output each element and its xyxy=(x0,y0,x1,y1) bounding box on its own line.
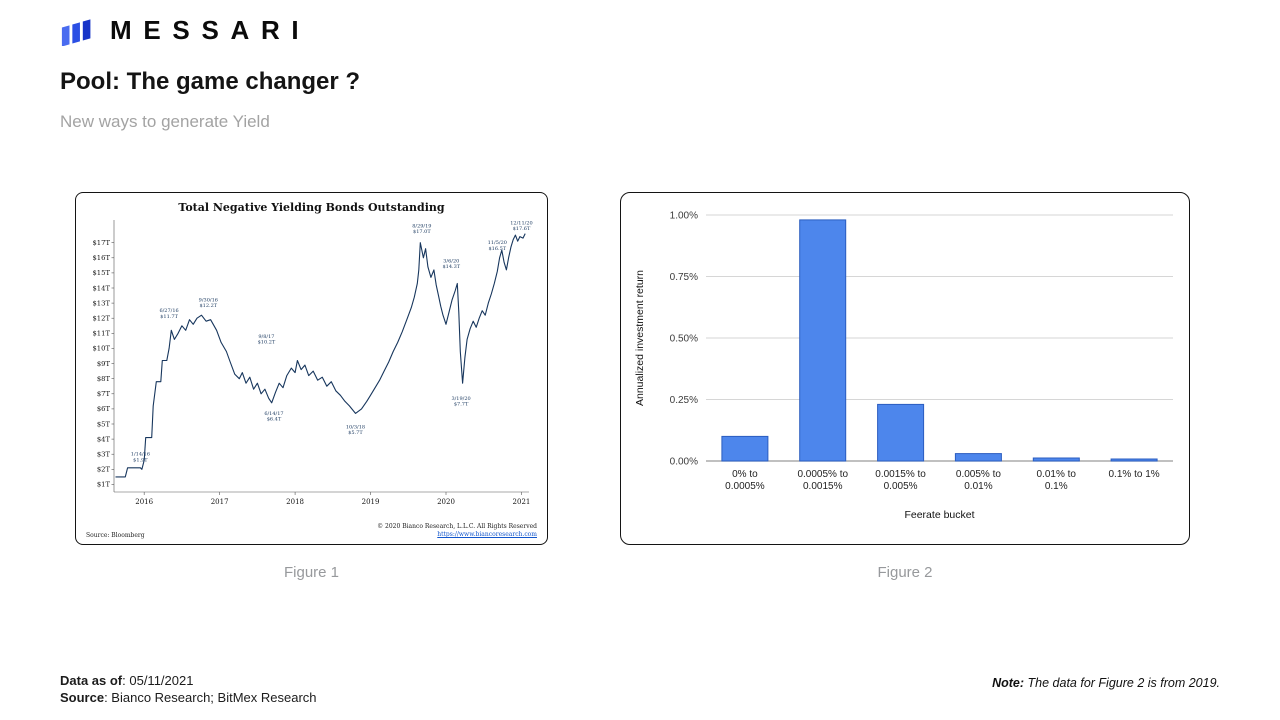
y-tick-label: 0.75% xyxy=(670,272,698,283)
x-tick-label: 2019 xyxy=(362,498,380,506)
x-axis-title: Feerate bucket xyxy=(904,509,974,521)
figure1-plot: $17T $16T $15T $14T $13T $12T $11T $10T $9T $8T $7… xyxy=(92,220,533,506)
source-value: : Bianco Research; BitMex Research xyxy=(104,690,317,705)
bar xyxy=(721,435,769,462)
y-axis-title: Annualized investment return xyxy=(634,270,646,406)
figure1-copyright-link[interactable]: https://www.biancoresearch.com xyxy=(437,531,537,538)
y-tick-label: $11T xyxy=(92,330,110,338)
bar xyxy=(1110,458,1158,462)
messari-logo: MESSARI xyxy=(60,14,310,46)
y-tick-label: $16T xyxy=(92,254,110,262)
bonds-line xyxy=(115,233,526,478)
line-annotation: 9/30/16 $12.2T xyxy=(199,298,218,310)
figure1-copyright: © 2020 Bianco Research, L.L.C. All Right… xyxy=(377,523,537,539)
y-tick-label: 0.50% xyxy=(670,334,698,345)
figure1-card: Total Negative Yielding Bonds Outstandin… xyxy=(75,192,548,545)
y-tick-label: $4T xyxy=(97,435,111,443)
line-annotation: 6/27/16 $11.7T xyxy=(159,308,178,320)
y-tick-label: $15T xyxy=(92,269,110,277)
bar xyxy=(877,403,925,462)
figure2-card: 0.00% 0.25% 0.50% 0.75% 1.00% 0% to 0.0005% 0.0… xyxy=(620,192,1190,545)
y-tick-label: $12T xyxy=(92,315,110,323)
line-annotation: 11/5/20 $16.5T xyxy=(488,240,507,252)
figure1-caption: Figure 1 xyxy=(283,564,340,581)
y-tick-label: 1.00% xyxy=(670,211,698,222)
y-tick-label: $2T xyxy=(97,466,111,474)
y-tick-label: $13T xyxy=(92,299,110,307)
line-annotation: 6/14/17 $6.4T xyxy=(264,411,283,423)
y-tick-label: $9T xyxy=(97,360,111,368)
x-category-label: 0.005% to 0.01% xyxy=(956,469,1001,492)
line-annotation: 1/14/16 $1.9T xyxy=(131,452,150,464)
x-category-label: 0.0015% to 0.005% xyxy=(875,469,926,492)
line-annotation: 3/19/20 $7.7T xyxy=(451,396,470,408)
data-as-of-line: Data as of: 05/11/2021 xyxy=(60,672,317,689)
figure1-source-note: Source: Bloomberg xyxy=(86,532,145,539)
figure2-caption: Figure 2 xyxy=(877,564,933,581)
footer-meta: Data as of: 05/11/2021 Source: Bianco Re… xyxy=(60,672,317,706)
footer-note: Note: The data for Figure 2 is from 2019… xyxy=(992,676,1220,690)
line-annotation: 8/29/19 $17.0T xyxy=(412,224,431,236)
x-tick-label: 2021 xyxy=(513,498,531,506)
data-as-of-label: Data as of xyxy=(60,673,123,688)
line-annotation: 3/6/20 $14.3T xyxy=(442,258,460,270)
y-tick-label: 0.00% xyxy=(670,457,698,468)
note-label: Note: xyxy=(992,676,1025,690)
x-tick-label: 2020 xyxy=(437,498,455,506)
note-text: The data for Figure 2 is from 2019. xyxy=(1024,676,1220,690)
figure1-copyright-line: © 2020 Bianco Research, L.L.C. All Right… xyxy=(377,523,537,530)
page-subtitle: New ways to generate Yield xyxy=(60,112,270,131)
y-tick-label: $1T xyxy=(97,481,111,489)
line-annotation: 10/3/18 $5.7T xyxy=(346,425,365,437)
x-category-label: 0.01% to 0.1% xyxy=(1037,469,1077,492)
x-tick-label: 2016 xyxy=(135,498,153,506)
bar xyxy=(954,453,1002,462)
y-tick-label: $3T xyxy=(97,451,111,459)
y-tick-label: $8T xyxy=(97,375,111,383)
figure1-chart-title: Total Negative Yielding Bonds Outstandin… xyxy=(178,201,445,214)
x-tick-label: 2017 xyxy=(211,498,229,506)
y-tick-label: $10T xyxy=(92,345,110,353)
y-tick-label: $5T xyxy=(97,420,111,428)
bar xyxy=(1032,457,1080,462)
y-tick-label: $7T xyxy=(97,390,111,398)
source-line: Source: Bianco Research; BitMex Research xyxy=(60,689,317,706)
source-label: Source xyxy=(60,690,105,705)
y-tick-label: 0.25% xyxy=(670,395,698,406)
page-title: Pool: The game changer ? xyxy=(60,68,361,95)
bar xyxy=(799,219,847,462)
data-as-of-value: : 05/11/2021 xyxy=(122,673,194,688)
x-category-label: 0% to 0.0005% xyxy=(725,469,765,492)
figure2-plot: 0.00% 0.25% 0.50% 0.75% 1.00% 0% to 0.0005% 0.0… xyxy=(634,211,1173,521)
y-tick-label: $6T xyxy=(97,405,111,413)
y-tick-label: $17T xyxy=(92,239,110,247)
x-category-label: 0.1% to 1% xyxy=(1109,469,1160,480)
messari-wordmark: MESSARI xyxy=(110,14,311,45)
x-tick-label: 2018 xyxy=(286,498,304,506)
line-annotation: 9/8/17 $10.2T xyxy=(258,334,276,346)
x-category-label: 0.0005% to 0.0015% xyxy=(797,469,848,492)
line-annotation: 12/11/20 $17.6T xyxy=(510,221,532,233)
messari-logo-icon xyxy=(61,19,91,46)
y-tick-label: $14T xyxy=(92,284,110,292)
